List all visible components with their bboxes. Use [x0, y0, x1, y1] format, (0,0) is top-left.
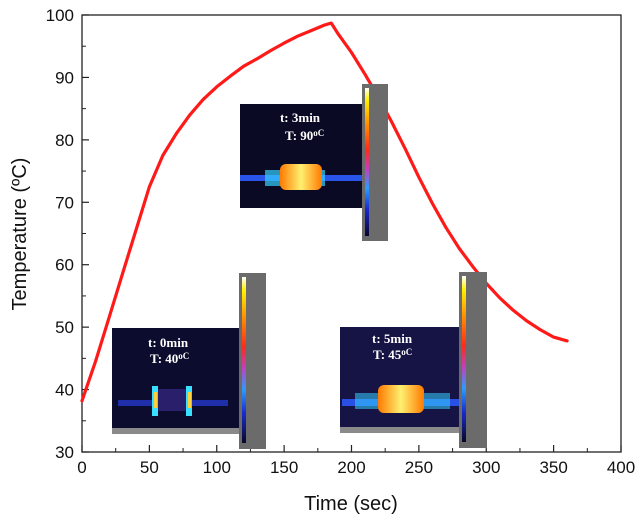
x-tick-label: 100: [203, 458, 231, 477]
color-scale-bar: [242, 277, 246, 443]
x-tick-label: 400: [607, 458, 635, 477]
thermal-image-inset-0min: t: 0min T: 40oC: [112, 273, 266, 449]
inset-temp-label: T: 40oC: [150, 351, 189, 366]
x-tick-label: 300: [472, 458, 500, 477]
color-scale-bar: [462, 276, 466, 442]
y-tick-label: 60: [55, 256, 74, 275]
y-tick-label: 50: [55, 318, 74, 337]
tick-labels: 0 50 100 150 200 250 300 350 400 30 40 50 60 70 80 90 10…: [46, 6, 636, 477]
x-tick-label: 50: [140, 458, 159, 477]
x-tick-label: 250: [405, 458, 433, 477]
x-axis-title: Time (sec): [304, 493, 398, 515]
y-tick-label: 70: [55, 193, 74, 212]
inset-time-label: t: 3min: [280, 110, 321, 125]
y-tick-label: 40: [55, 381, 74, 400]
y-axis-title: Temperature (ºC): [9, 158, 31, 311]
inset-time-label: t: 0min: [148, 335, 189, 350]
y-tick-label: 100: [46, 6, 74, 25]
inset-temp-label: T: 90oC: [285, 128, 324, 143]
x-tick-label: 0: [77, 458, 86, 477]
color-scale-bar: [365, 88, 369, 236]
y-tick-label: 30: [55, 443, 74, 462]
x-tick-label: 350: [539, 458, 567, 477]
y-tick-label: 80: [55, 131, 74, 150]
x-tick-label: 200: [337, 458, 365, 477]
x-tick-label: 150: [270, 458, 298, 477]
axis-ticks: [81, 14, 622, 453]
inset-temp-label: T: 45oC: [373, 347, 412, 362]
inset-time-label: t: 5min: [372, 331, 413, 346]
thermal-image-inset-5min: t: 5min T: 45oC: [340, 272, 487, 448]
y-tick-label: 90: [55, 68, 74, 87]
thermal-image-inset-3min: t: 3min T: 90oC: [240, 84, 388, 241]
